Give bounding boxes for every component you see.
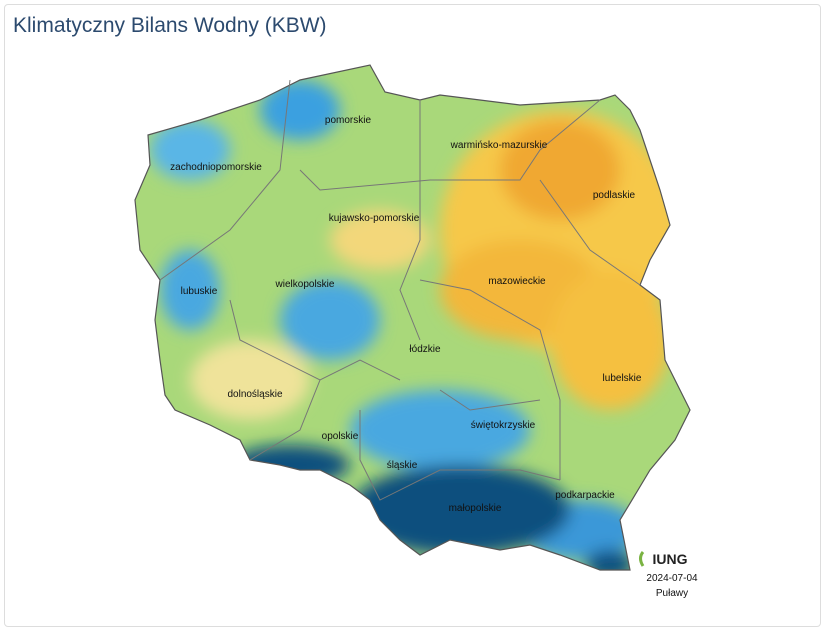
region-label: pomorskie <box>325 115 372 126</box>
region-label: śląskie <box>387 460 418 471</box>
region-borders <box>159 79 641 501</box>
date: 2024-07-04 <box>646 573 698 584</box>
region-label: dolnośląskie <box>227 389 282 400</box>
region-label: lubelskie <box>603 373 642 384</box>
region-label: zachodniopomorskie <box>170 162 262 173</box>
region-label: podkarpackie <box>555 490 615 501</box>
region-label: mazowieckie <box>488 276 546 287</box>
place: Puławy <box>656 588 688 599</box>
region-label: lubuskie <box>181 286 218 297</box>
title: Klimatyczny Bilans Wodny (KBW) <box>13 14 327 37</box>
region-label: łódzkie <box>409 344 441 355</box>
region-label: opolskie <box>322 431 359 442</box>
region-labels: pomorskie zachodniopomorskie warmińsko-m… <box>170 115 642 514</box>
card <box>4 4 821 627</box>
region-label: kujawsko-pomorskie <box>329 213 420 224</box>
kbw-raster <box>135 65 690 570</box>
region-label: warmińsko-mazurskie <box>450 140 548 151</box>
region-label: świętokrzyskie <box>471 420 536 431</box>
logo-mark <box>639 551 645 567</box>
region-label: małopolskie <box>449 503 502 514</box>
logo-block: IUNG 2024-07-04 Puławy <box>639 551 698 599</box>
region-label: wielkopolskie <box>275 279 335 290</box>
logo-text: IUNG <box>653 551 688 567</box>
region-label: podlaskie <box>593 190 636 201</box>
